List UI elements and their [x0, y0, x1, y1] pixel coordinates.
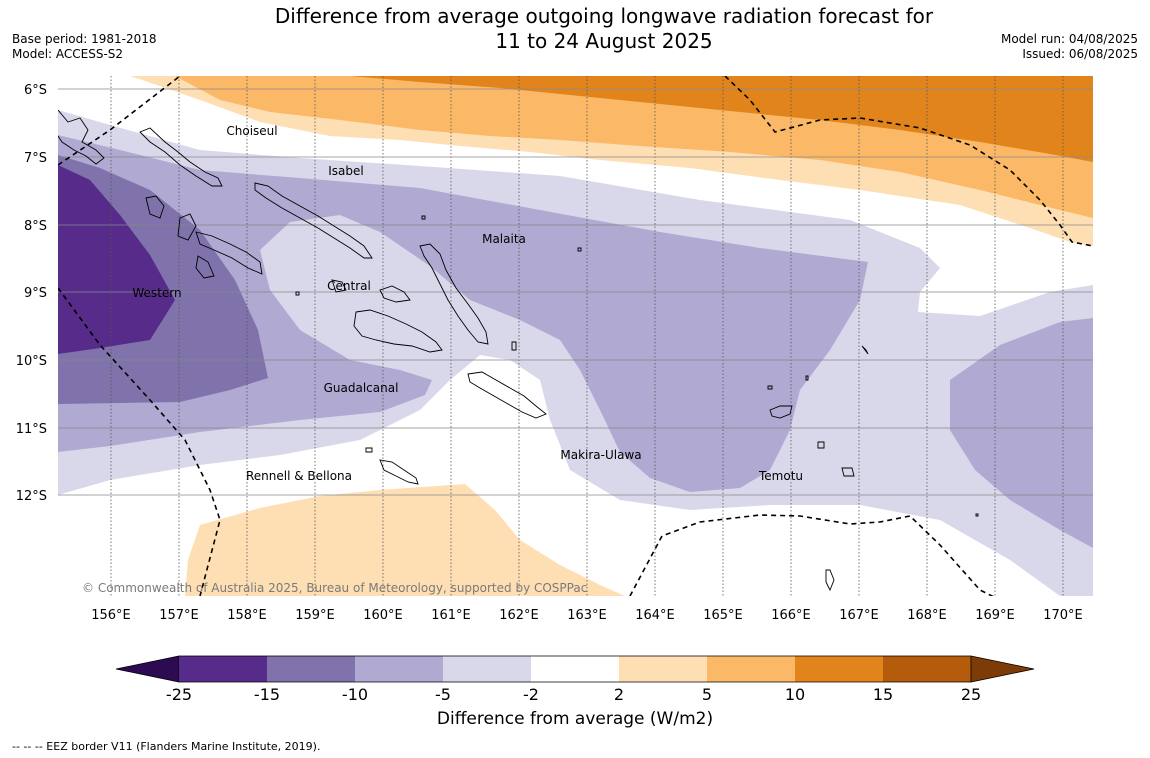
- contour-positive-10: [350, 76, 1093, 162]
- lon-label: 159°E: [295, 608, 335, 623]
- island-malaita: [419, 243, 489, 345]
- lat-label: 10°S: [16, 354, 47, 369]
- lon-label: 158°E: [227, 608, 267, 623]
- gridlines: [110, 76, 1064, 596]
- island-makira: [467, 371, 547, 419]
- lon-label: 167°E: [839, 608, 879, 623]
- region-label: Western: [132, 286, 181, 300]
- region-label: Malaita: [482, 232, 526, 246]
- title-line-2: 11 to 24 August 2025: [495, 29, 713, 53]
- meta-right: Model run: 04/08/2025 Issued: 06/08/2025: [1001, 32, 1138, 62]
- lat-label: 9°S: [24, 286, 47, 301]
- colorbar-tick: 15: [873, 685, 893, 704]
- colorbar-tick: 2: [614, 685, 624, 704]
- colorbar-segment: [531, 656, 619, 682]
- lon-label: 165°E: [703, 608, 743, 623]
- colorbar-tick: -5: [435, 685, 451, 704]
- lat-label: 12°S: [16, 489, 47, 504]
- island-choiseul: [139, 127, 223, 187]
- contour-fills: Choiseul Isabel Malaita Western Central …: [58, 76, 1093, 596]
- island-florida: [331, 279, 411, 303]
- region-labels: Choiseul Isabel Malaita Western Central …: [132, 124, 803, 483]
- lon-label: 163°E: [567, 608, 607, 623]
- region-label: Guadalcanal: [324, 381, 399, 395]
- region-label: Central: [327, 279, 371, 293]
- colorbar-segment: [619, 656, 707, 682]
- meta-left: Base period: 1981-2018 Model: ACCESS-S2: [12, 32, 157, 62]
- island-new-georgia: [177, 213, 263, 279]
- region-label: Isabel: [328, 164, 363, 178]
- lon-label: 156°E: [91, 608, 131, 623]
- lon-label: 157°E: [159, 608, 199, 623]
- issued-date: Issued: 06/08/2025: [1022, 47, 1138, 61]
- island-small-east: [767, 345, 979, 592]
- colorbar-tick: -2: [523, 685, 539, 704]
- eez-border: [58, 76, 1093, 596]
- colorbar-max-extend: [970, 655, 1035, 683]
- colorbar-segment: [883, 656, 971, 682]
- region-label: Temotu: [758, 469, 803, 483]
- region-label: Choiseul: [226, 124, 277, 138]
- chart-title: Difference from average outgoing longwav…: [0, 4, 1150, 54]
- island-guadalcanal: [353, 309, 443, 353]
- island-western-north: [58, 109, 105, 165]
- title-line-1: Difference from average outgoing longwav…: [274, 4, 934, 28]
- lon-label: 162°E: [499, 608, 539, 623]
- colorbar-segment: [267, 656, 355, 682]
- colorbar-tick: 25: [961, 685, 981, 704]
- colorbar-segment: [355, 656, 443, 682]
- lat-label: 11°S: [16, 422, 47, 437]
- lon-label: 161°E: [431, 608, 471, 623]
- island-santa-cruz: [769, 405, 855, 477]
- colorbar: -25 -15 -10 -5 -2 2 5 10 15 25: [115, 655, 1035, 704]
- contour-positive-south: [185, 484, 625, 596]
- islands: [58, 109, 979, 592]
- colorbar-segment: [179, 656, 267, 682]
- colorbar-tick: -10: [342, 685, 368, 704]
- colorbar-title: Difference from average (W/m2): [436, 709, 714, 729]
- lon-label: 166°E: [771, 608, 811, 623]
- island-rennell: [365, 447, 419, 485]
- contour-negative-15: [58, 165, 175, 354]
- colorbar-segment: [795, 656, 883, 682]
- lon-label: 168°E: [907, 608, 947, 623]
- island-isabel: [254, 182, 373, 259]
- colorbar-segment: [707, 656, 795, 682]
- colorbar-segment: [443, 656, 531, 682]
- eez-legend-note: -- -- -- EEZ border V11 (Flanders Marine…: [12, 740, 321, 753]
- colorbar-tick: -25: [166, 685, 192, 704]
- model-run: Model run: 04/08/2025: [1000, 32, 1138, 46]
- lon-labels: 156°E 157°E 158°E 159°E 160°E 161°E 162°…: [91, 608, 1083, 623]
- island-vella-lavella: [145, 195, 165, 219]
- colorbar-min-extend: [115, 655, 180, 683]
- lon-label: 160°E: [363, 608, 403, 623]
- lat-label: 6°S: [24, 83, 47, 98]
- colorbar-tick: -15: [254, 685, 280, 704]
- lat-label: 8°S: [24, 219, 47, 234]
- colorbar-tick: 10: [785, 685, 805, 704]
- lat-label: 7°S: [24, 151, 47, 166]
- lat-labels: 6°S 7°S 8°S 9°S 10°S 11°S 12°S: [16, 83, 47, 504]
- model-name: Model: ACCESS-S2: [12, 47, 124, 61]
- contour-negative-5: [58, 135, 1093, 548]
- lon-label: 170°E: [1043, 608, 1083, 623]
- lon-label: 169°E: [975, 608, 1015, 623]
- copyright-notice: © Commonwealth of Australia 2025, Bureau…: [82, 581, 587, 595]
- colorbar-tick: 5: [702, 685, 712, 704]
- lon-label: 164°E: [635, 608, 675, 623]
- region-label: Rennell & Bellona: [246, 469, 352, 483]
- base-period: Base period: 1981-2018: [12, 32, 157, 46]
- region-label: Makira-Ulawa: [560, 448, 641, 462]
- island-small-central: [295, 215, 582, 351]
